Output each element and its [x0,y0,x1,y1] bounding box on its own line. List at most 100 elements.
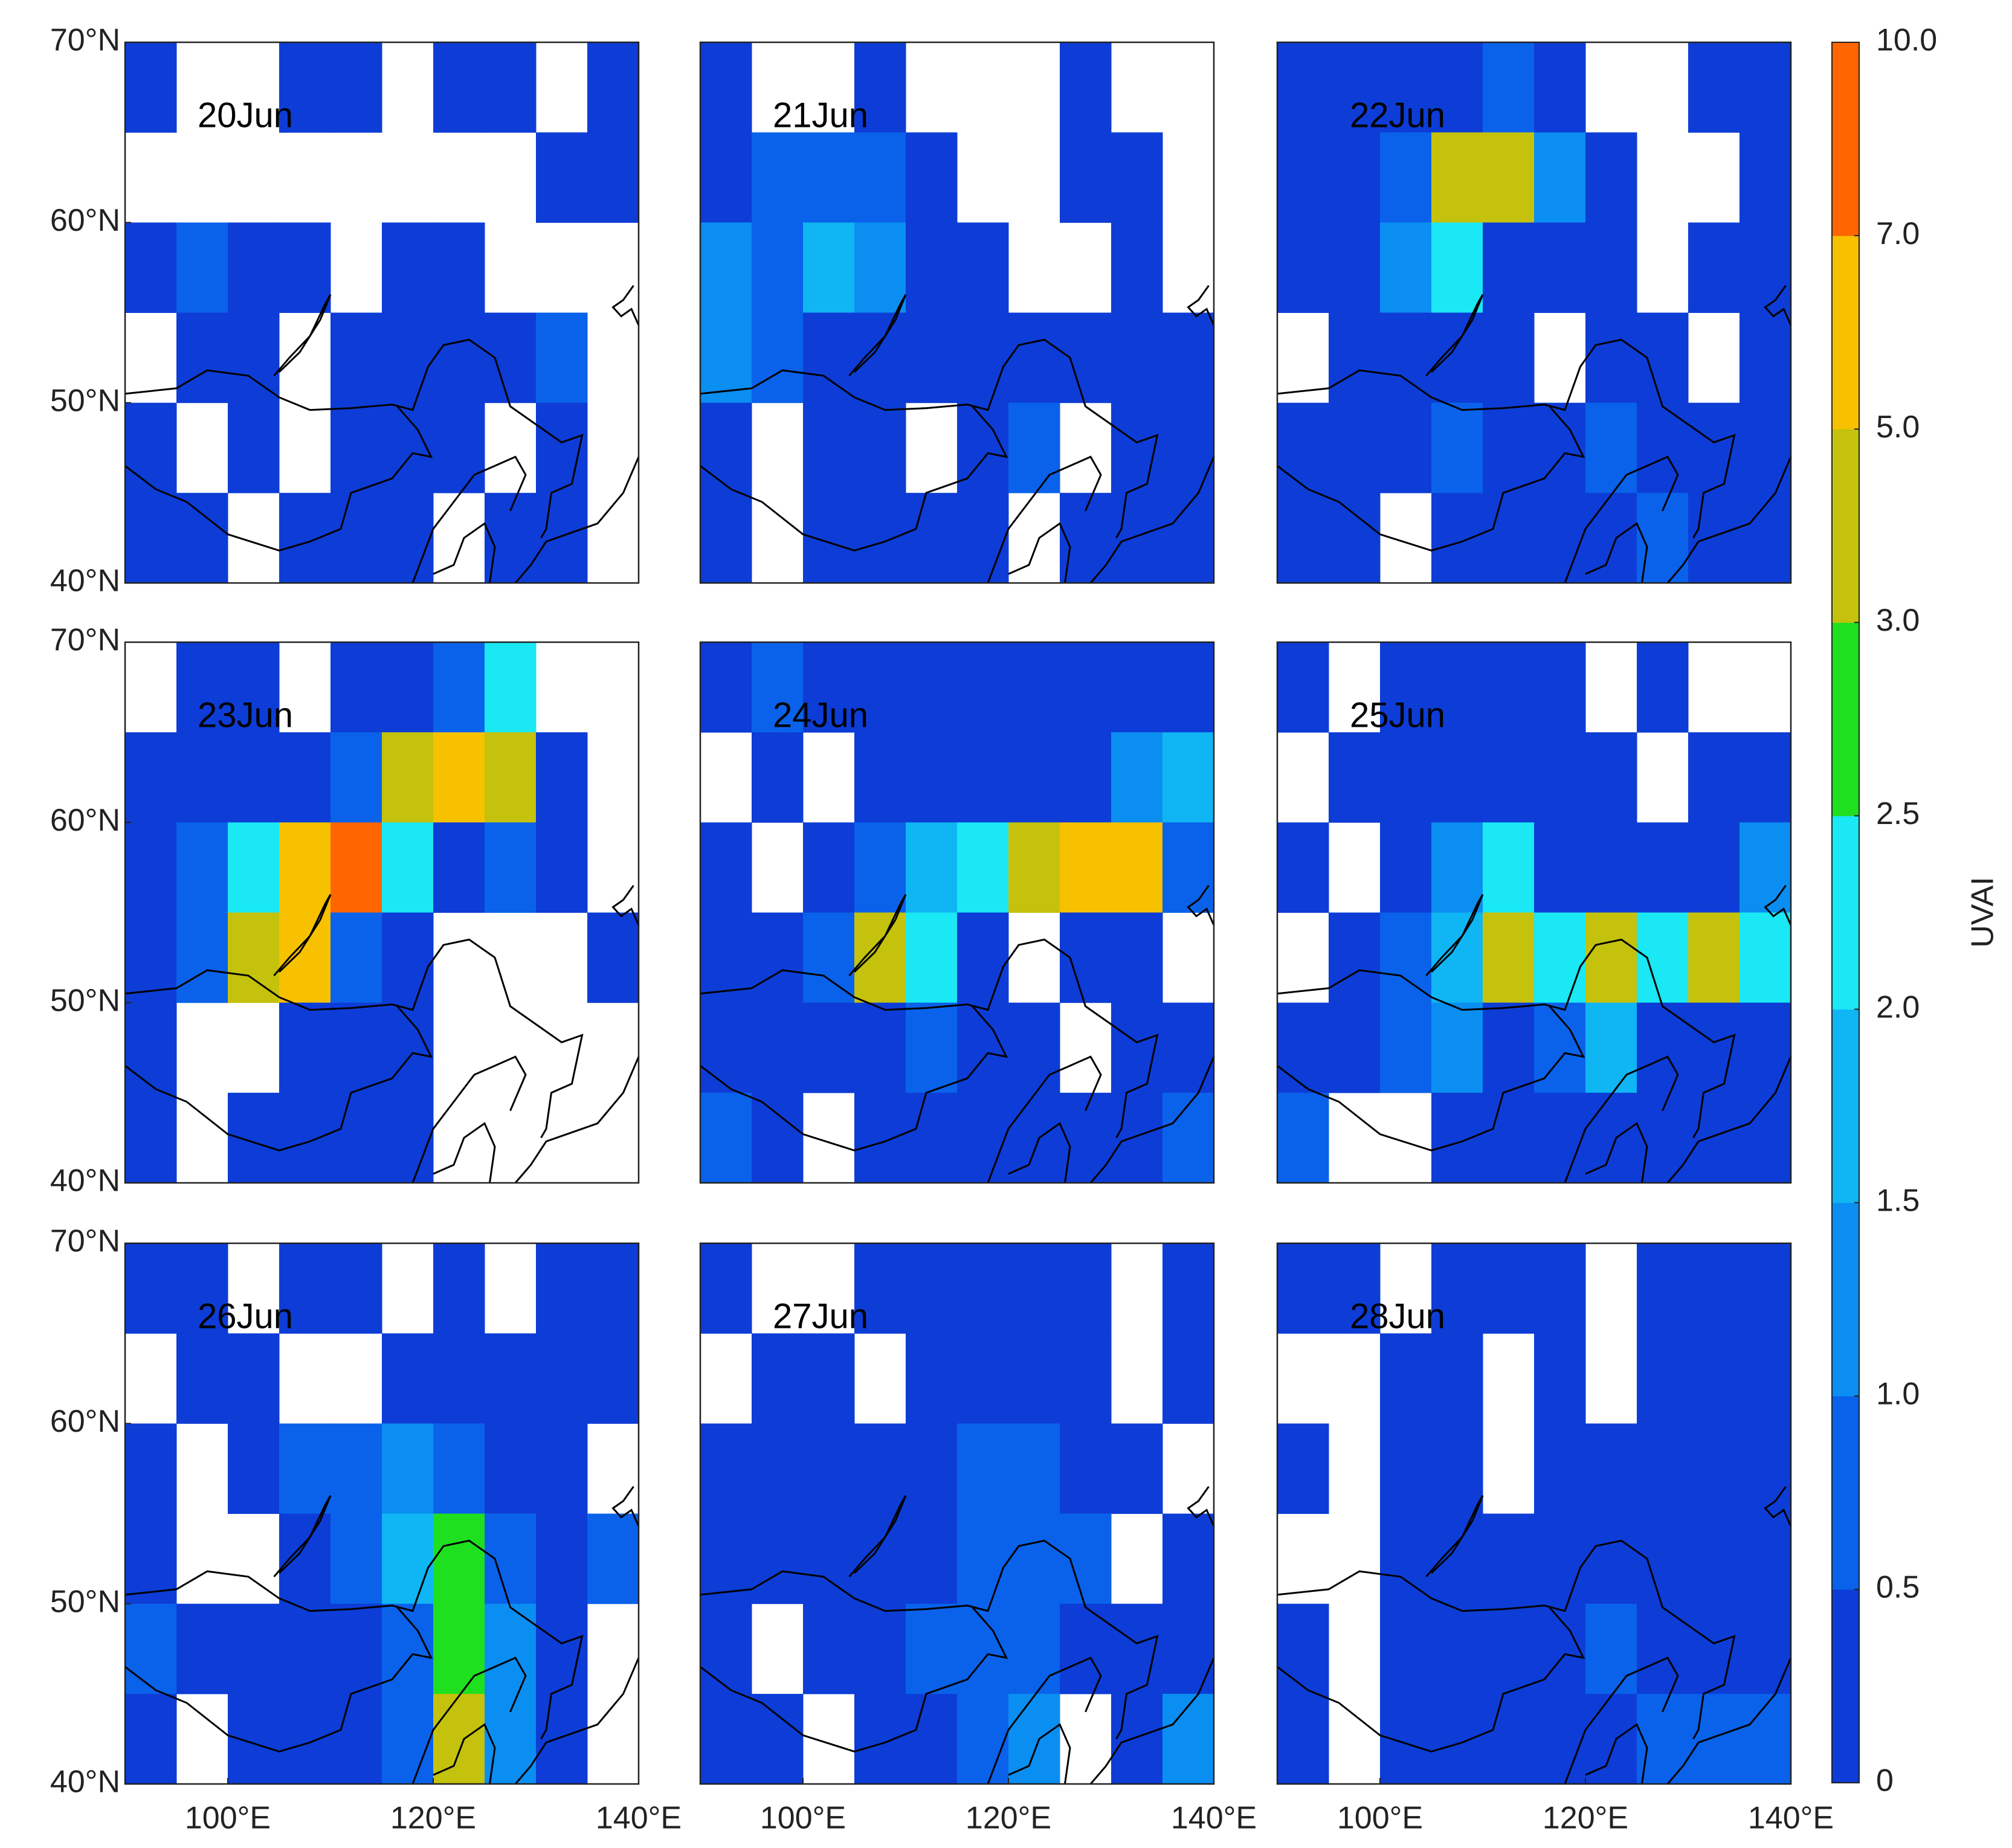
coastline [514,1056,640,1183]
grid-cell [957,732,1009,823]
grid-cell [1111,492,1163,584]
coastline [1277,1606,1585,1753]
grid-cell [1277,1002,1329,1093]
grid-cell [382,312,434,404]
grid-cell [1740,732,1791,823]
colorbar-tick-label: 0 [1876,1763,1894,1798]
grid-cell [330,732,382,823]
grid-cell [1060,1513,1112,1605]
colorbar-segment [1832,1009,1859,1203]
coastline [611,285,640,326]
x-tick-label: 120°E [1543,1801,1628,1836]
grid-cell [1380,1002,1432,1093]
grid-cell [906,1092,958,1183]
coastline [514,1657,640,1785]
grid-cell [279,1002,331,1093]
coastline [700,338,1159,539]
y-tick-label: 60°N [50,1404,120,1439]
coastline [611,1486,640,1527]
grid-cell [906,312,958,404]
grid-cell [854,402,906,494]
colorbar-tick-label: 7.0 [1876,216,1920,251]
grid-cell [1483,732,1535,823]
grid-cell [1277,1423,1329,1514]
colorbar-tick-label: 2.5 [1876,796,1920,831]
grid-cell [330,822,382,913]
coastline [1187,1486,1215,1527]
grid-cell [176,1333,228,1424]
grid-cell [1008,1092,1060,1183]
grid-cell [803,492,855,584]
grid-cell [125,402,177,494]
colorbar-tick-label: 3.0 [1876,603,1920,638]
grid-cell [1111,132,1163,223]
x-tick-label: 140°E [1748,1801,1834,1836]
grid-cell [433,42,485,133]
grid-cell [1688,1243,1740,1334]
coastline [1089,456,1215,584]
grid-cell [125,822,177,913]
x-tick-label: 100°E [1337,1801,1423,1836]
grid-cell [1740,912,1791,1003]
grid-cell [1585,312,1637,404]
grid-cell [536,132,588,223]
grid-cell [1277,1092,1329,1183]
grid-cell [1534,642,1586,733]
grid-cell [330,1423,382,1514]
panel: 24Jun [699,641,1215,1184]
grid-cell [700,312,752,404]
coastline [1277,938,1736,1139]
grid-cell [1483,402,1535,494]
grid-cell [125,1243,177,1334]
x-tick-label: 140°E [596,1801,682,1836]
grid-cell [957,492,1009,584]
grid-cell [1060,642,1112,733]
grid-cell [700,132,752,223]
grid-cell [1483,912,1535,1003]
panel-frame [1276,41,1792,584]
coastline [1585,1122,1648,1183]
grid-cell [1534,912,1586,1003]
grid-cell [1534,1693,1586,1785]
panel-frame [124,41,640,584]
grid-cell [433,222,485,313]
grid-cell [1162,642,1214,733]
grid-cell [1162,312,1214,404]
grid-cell [1688,1333,1740,1424]
grid-cell [330,1513,382,1605]
coastline [433,1122,496,1183]
grid-cell [803,312,855,404]
grid-cell [382,642,434,733]
grid-cell [330,312,382,404]
grid-cell [1008,1513,1060,1605]
grid-cell [1111,822,1163,913]
coastline [1425,1495,1484,1577]
colorbar-tick-label: 0.5 [1876,1570,1920,1605]
colorbar-tick-label: 10.0 [1876,23,1937,58]
coastline [848,294,907,376]
coastline [124,405,433,552]
grid-cell [1162,732,1214,823]
coastline [1008,522,1071,584]
grid-cell [854,492,906,584]
grid-cell [1585,1693,1637,1785]
coastline [411,1656,527,1785]
grid-cell [854,1603,906,1695]
grid-cell [1637,1423,1689,1514]
grid-cell [1277,642,1329,733]
grid-cell [803,132,855,223]
grid-cell [1060,1423,1112,1514]
grid-cell [1740,492,1791,584]
grid-cell [700,1513,752,1605]
grid-cell [1060,132,1112,223]
grid-cell [1740,1092,1791,1183]
coastline [411,456,527,584]
grid-cell [1329,132,1381,223]
grid-cell [1534,222,1586,313]
grid-cell [1740,1693,1791,1785]
panel-title: 23Jun [198,695,293,735]
grid-cell [854,222,906,313]
panel-frame [699,1242,1215,1785]
coastline [1666,1657,1792,1785]
